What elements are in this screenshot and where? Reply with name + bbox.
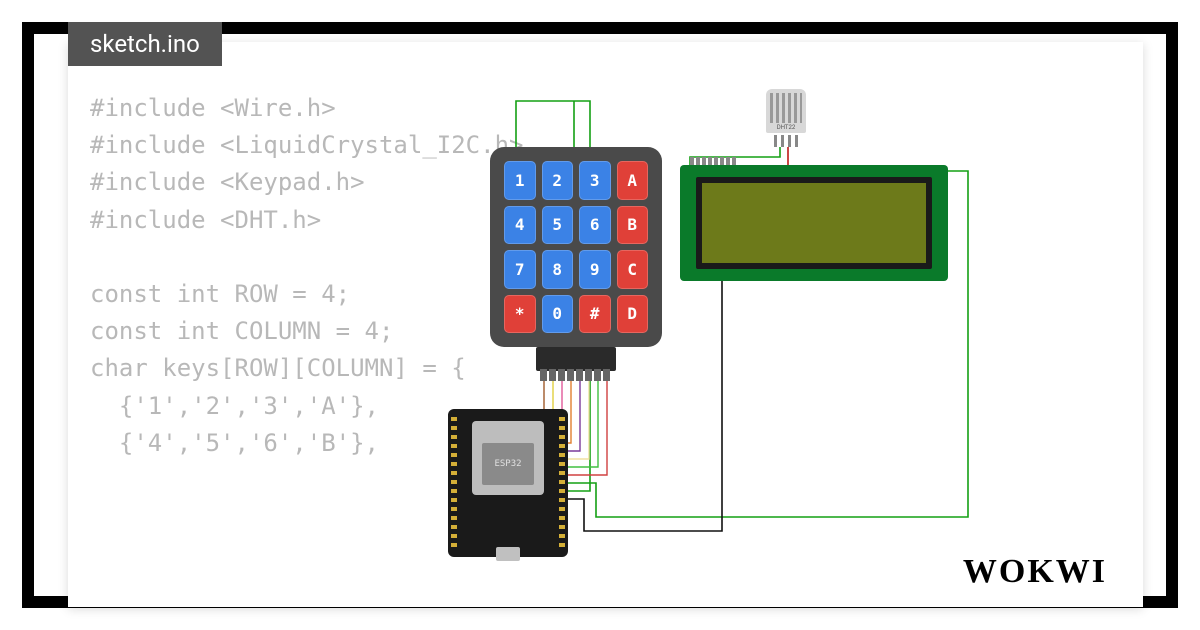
key-C[interactable]: C — [617, 250, 649, 289]
keypad-w5 — [568, 379, 580, 451]
esp32-pins-right — [559, 417, 565, 547]
key-2[interactable]: 2 — [542, 161, 574, 200]
esp32-chip: ESP32 — [482, 443, 534, 485]
key-B[interactable]: B — [617, 206, 649, 245]
editor-card: sketch.ino #include <Wire.h> #include <L… — [68, 42, 1143, 607]
key-6[interactable]: 6 — [579, 206, 611, 245]
key-7[interactable]: 7 — [504, 250, 536, 289]
key-#[interactable]: # — [579, 295, 611, 334]
key-5[interactable]: 5 — [542, 206, 574, 245]
key-8[interactable]: 8 — [542, 250, 574, 289]
lcd-screen — [696, 177, 932, 269]
key-1[interactable]: 1 — [504, 161, 536, 200]
circuit-diagram[interactable]: DHT22 123A 456B 789C *0#D ESP32 — [418, 87, 1038, 557]
lcd-display[interactable] — [680, 165, 948, 281]
dht-grille — [770, 93, 802, 123]
keypad-w4 — [568, 379, 571, 443]
key-D[interactable]: D — [617, 295, 649, 334]
esp32-usb — [496, 547, 520, 561]
lcd-pins — [690, 157, 736, 165]
keypad[interactable]: 123A 456B 789C *0#D — [490, 147, 662, 347]
key-3[interactable]: 3 — [579, 161, 611, 200]
keypad-connector — [536, 347, 616, 371]
esp32-shield: ESP32 — [472, 421, 544, 495]
key-0[interactable]: 0 — [542, 295, 574, 334]
dht22-sensor[interactable]: DHT22 — [766, 89, 806, 149]
key-A[interactable]: A — [617, 161, 649, 200]
dht-pins — [766, 133, 806, 147]
dht-label: DHT22 — [766, 124, 806, 131]
dht-body: DHT22 — [766, 89, 806, 133]
key-*[interactable]: * — [504, 295, 536, 334]
keypad-w7 — [568, 379, 598, 467]
wokwi-logo: WOKWI — [963, 553, 1107, 591]
file-tab[interactable]: sketch.ino — [68, 22, 222, 66]
key-4[interactable]: 4 — [504, 206, 536, 245]
esp32-board[interactable]: ESP32 — [448, 409, 568, 557]
keypad-pins — [540, 369, 610, 381]
esp32-pins-left — [451, 417, 457, 547]
keypad-w8 — [568, 379, 607, 475]
keypad-grid: 123A 456B 789C *0#D — [504, 161, 648, 333]
key-9[interactable]: 9 — [579, 250, 611, 289]
keypad-w6 — [568, 379, 589, 459]
